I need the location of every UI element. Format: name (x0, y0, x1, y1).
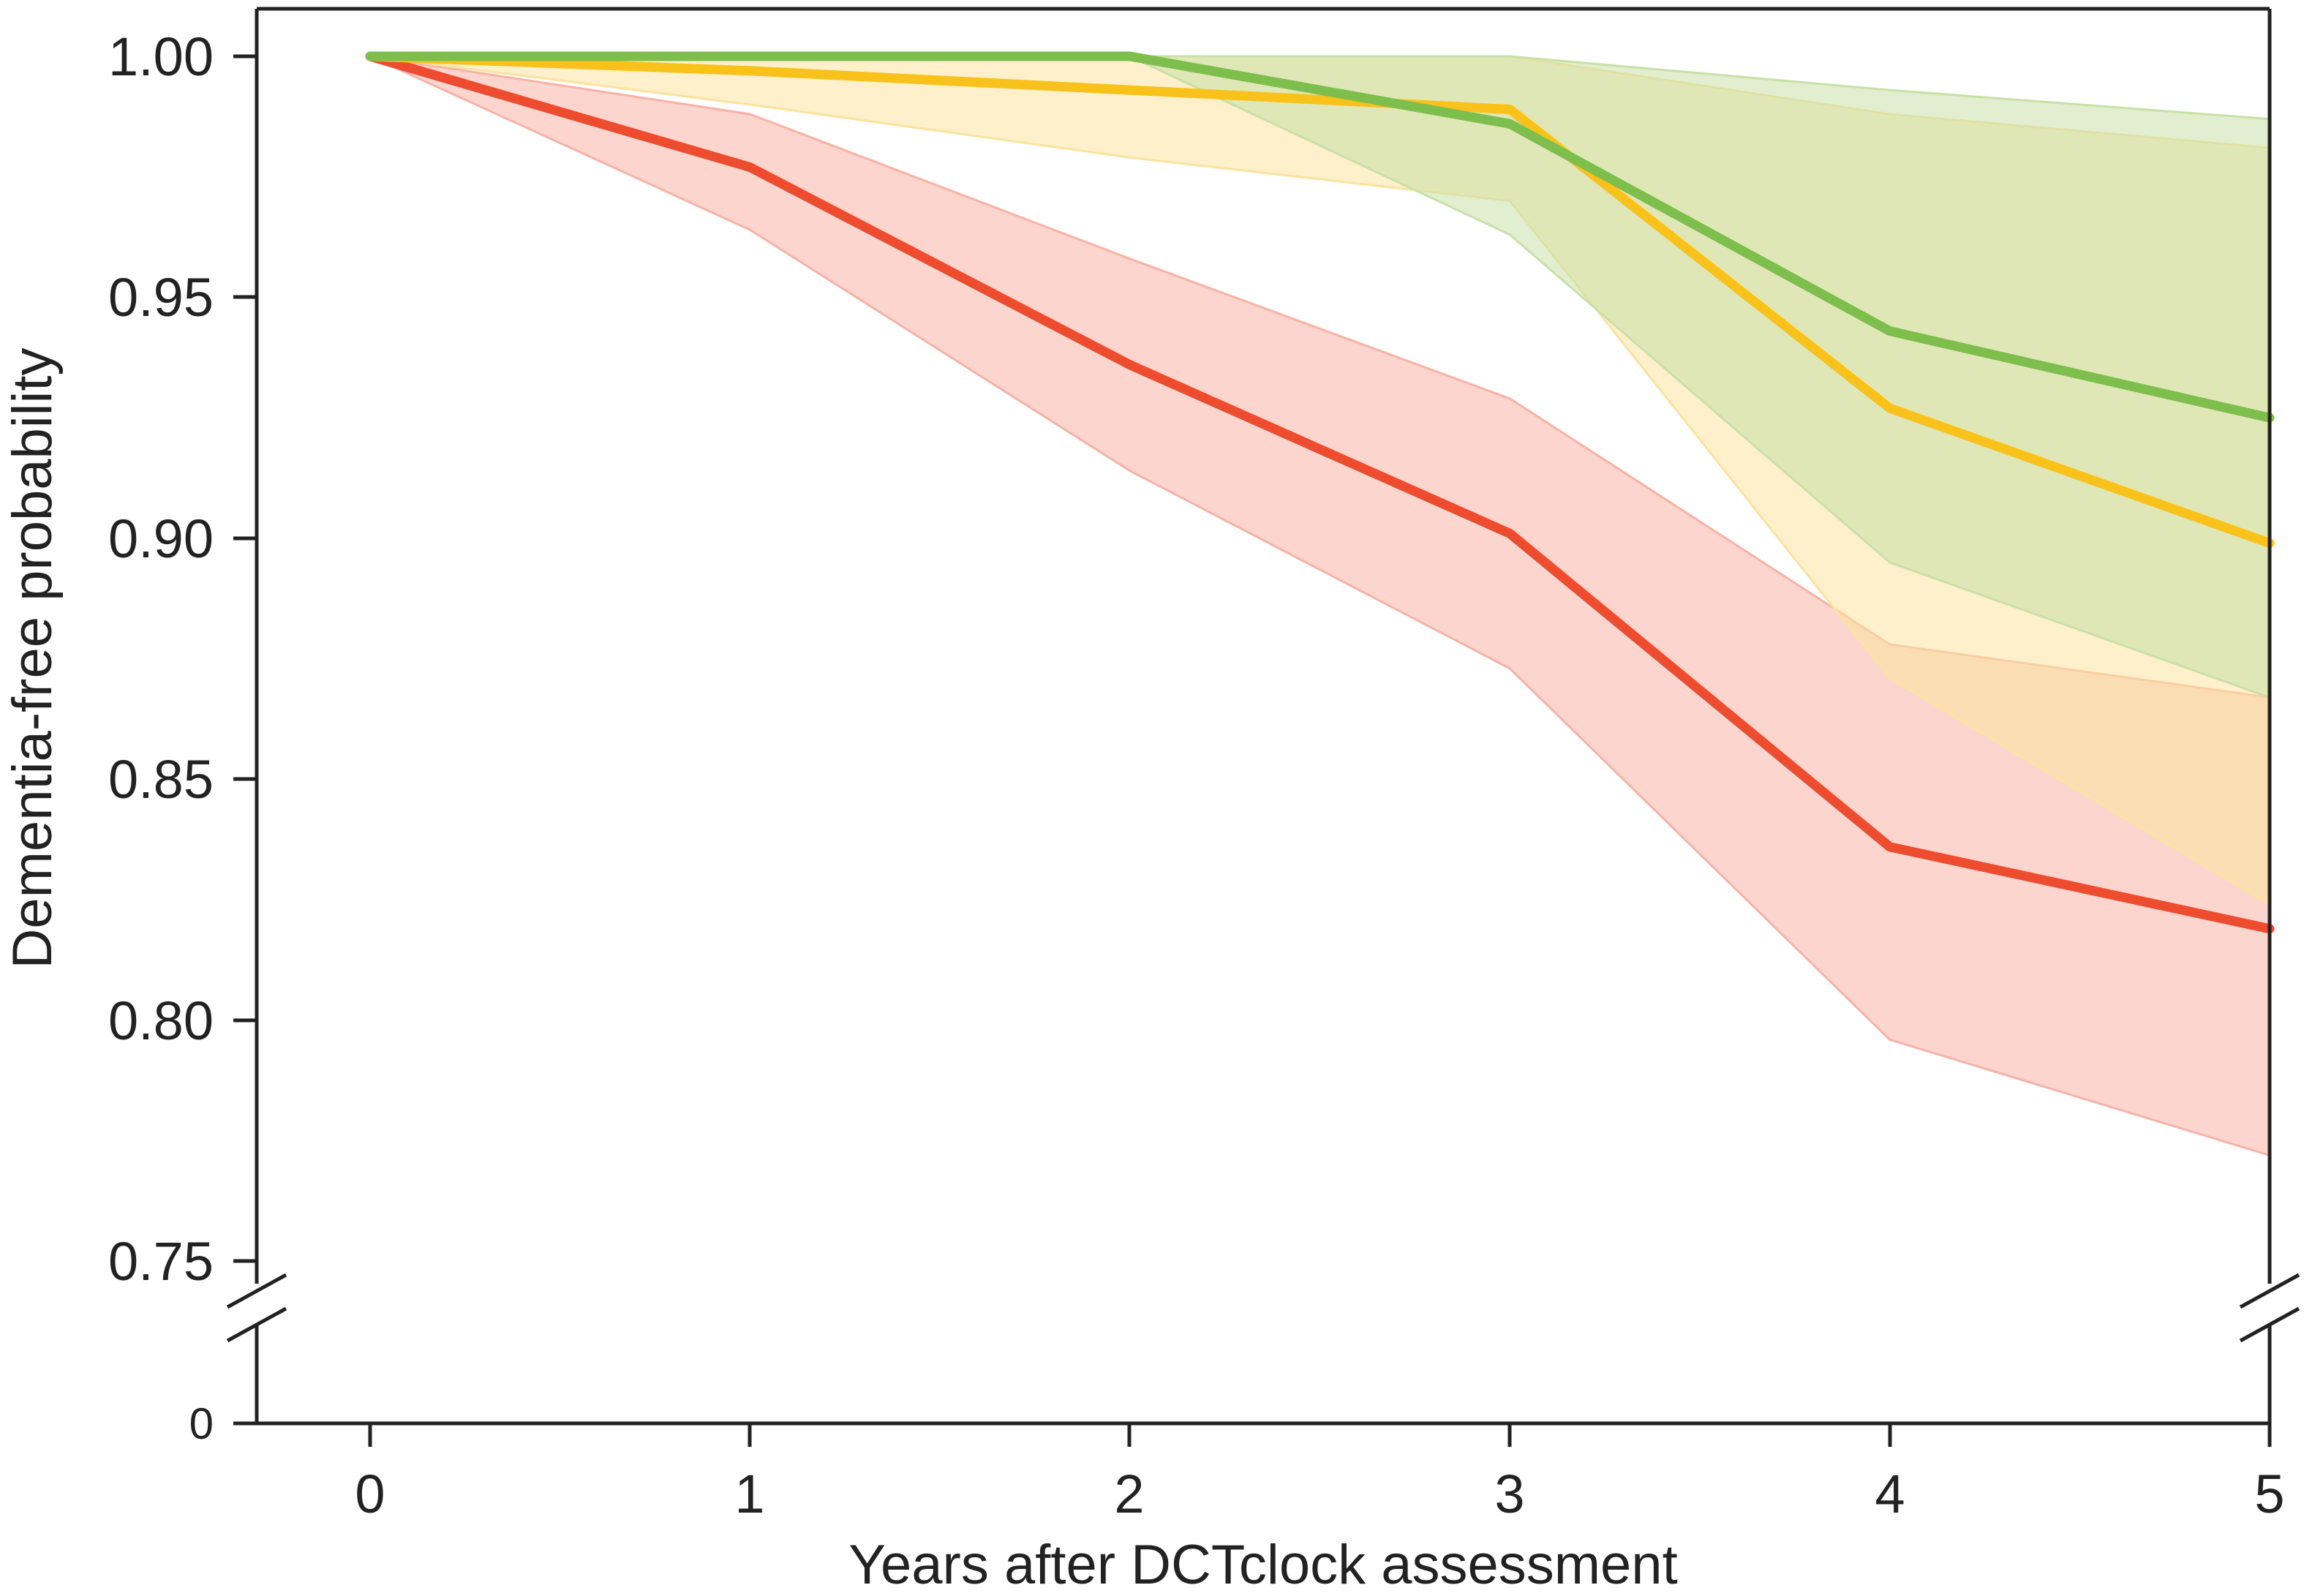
x-tick-label-5: 5 (2254, 1464, 2284, 1524)
y-tick-label-095: 0.95 (108, 267, 214, 328)
x-tick-label-0: 0 (355, 1464, 385, 1524)
y-axis-title: Dementia-free probability (1, 347, 64, 968)
x-tick-label-1: 1 (734, 1464, 764, 1524)
survival-lines (365, 51, 2275, 934)
y-tick-label-090: 0.90 (108, 508, 214, 569)
y-axis-break-mark-lower (226, 1306, 287, 1343)
confidence-bands (369, 55, 2271, 1157)
series-line-red (365, 51, 2275, 934)
x-tick-label-4: 4 (1875, 1464, 1905, 1524)
y-tick-label-080: 0.80 (108, 990, 214, 1051)
axes: 0.75 0.80 0.85 0.90 0.95 1.00 0 0 1 2 3 … (1, 7, 2300, 1596)
x-tick-label-3: 3 (1494, 1464, 1524, 1524)
right-axis-break-mark-lower (2239, 1306, 2300, 1343)
y-tick-label-075: 0.75 (108, 1231, 214, 1292)
x-tick-label-2: 2 (1114, 1464, 1144, 1524)
y-tick-label-085: 0.85 (108, 749, 214, 810)
y-tick-label-0: 0 (189, 1399, 214, 1448)
x-axis-title: Years after DCTclock assessment (848, 1534, 1677, 1596)
y-tick-label-100: 1.00 (108, 26, 214, 87)
right-axis-break-mark-upper (2239, 1273, 2300, 1309)
series-line-green (365, 51, 2275, 423)
series-line-yellow (365, 51, 2275, 549)
y-axis-break-mark-upper (226, 1273, 287, 1309)
